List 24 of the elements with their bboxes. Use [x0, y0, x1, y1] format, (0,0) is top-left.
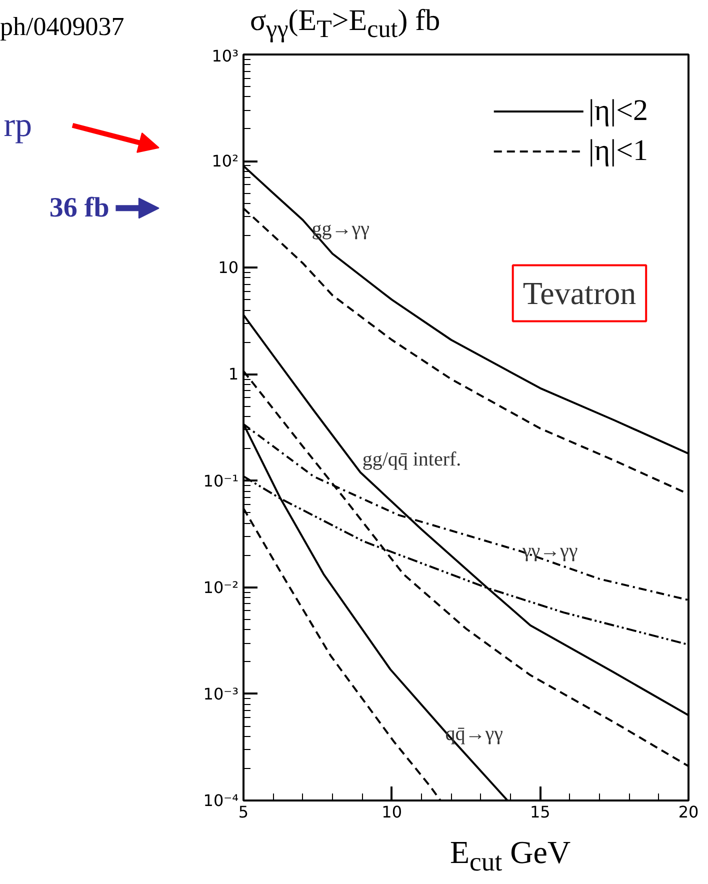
text: 36 fb	[49, 192, 110, 224]
y-tick-label: 10³	[212, 46, 239, 66]
annotation: gg/qq̄ interf.	[362, 448, 462, 471]
text: ph/0409037	[0, 11, 124, 43]
x-tick-label: 5	[238, 802, 249, 822]
y-tick-label: 10⁻⁴	[203, 791, 238, 810]
y-tick-label: 10	[218, 258, 238, 278]
text: rp	[4, 106, 32, 144]
y-tick-label: 10⁻³	[203, 684, 238, 704]
y-tick-label: 10⁻¹	[203, 471, 238, 490]
y-tick-label: 1	[228, 364, 239, 384]
y-tick-label: 10⁻²	[203, 578, 238, 597]
annotation: γγ→γγ	[521, 540, 578, 562]
x-tick-label: 10	[382, 802, 402, 822]
x-tick-label: 15	[530, 802, 550, 822]
legend-label: |η|<2	[588, 94, 648, 128]
x-axis-title: E$_{cut}$ GeV	[450, 833, 571, 878]
x-tick-label: 20	[678, 802, 699, 822]
annotation: qq̄→γγ	[445, 723, 504, 746]
legend-label: |η|<1	[588, 134, 648, 168]
annotation: gg→γγ	[312, 218, 370, 240]
annotation: Tevatron	[522, 275, 636, 312]
y-tick-label: 10²	[212, 152, 239, 171]
chart-title: σ$_{γγ}$(E$_{T}$>E$_{cut}$) fb	[250, 3, 440, 45]
